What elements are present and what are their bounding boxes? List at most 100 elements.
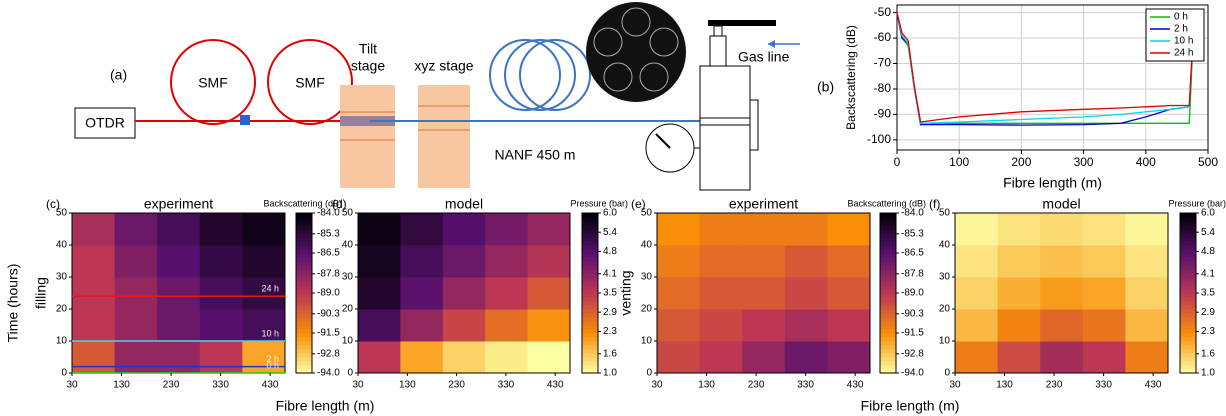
colorbar-step	[880, 269, 896, 274]
colorbar-tick-label: 1.0	[1201, 368, 1215, 379]
colorbar-tick-label: -89.0	[317, 288, 340, 299]
colorbar-step	[1180, 213, 1196, 218]
panel-label: (e)	[631, 197, 646, 211]
colorbar-step	[296, 225, 312, 230]
colorbar-step	[1180, 329, 1196, 334]
y-tick-label: 40	[641, 240, 653, 251]
colorbar-step	[1180, 257, 1196, 262]
colorbar-step	[582, 365, 598, 370]
legend-label: 24 h	[1174, 48, 1193, 59]
colorbar-tick-label: -86.5	[317, 248, 340, 259]
colorbar-step	[1180, 237, 1196, 242]
tilt-stage-label: Tilt	[359, 41, 377, 57]
colorbar-step	[1180, 261, 1196, 266]
colorbar-step	[296, 257, 312, 262]
panel-label: (d)	[332, 197, 347, 211]
heatmap-cell	[400, 213, 443, 246]
colorbar-step	[582, 337, 598, 342]
colorbar-step	[582, 261, 598, 266]
heatmap-cell	[998, 213, 1041, 246]
colorbar-step	[880, 353, 896, 358]
heatmap-cell	[657, 213, 700, 246]
heatmap-cell	[443, 341, 486, 374]
heatmap-cell	[242, 341, 285, 374]
colorbar-step	[582, 277, 598, 282]
heatmap-cell	[742, 309, 785, 342]
heatmap-cell	[827, 213, 870, 246]
colorbar-step	[582, 305, 598, 310]
gas-tube	[710, 36, 726, 66]
colorbar-tick-label: 4.8	[603, 246, 617, 257]
heatmap-cell	[157, 245, 200, 278]
colorbar-tick-label: 3.5	[1201, 288, 1215, 299]
colorbar-step	[582, 233, 598, 238]
colorbar-step	[1180, 357, 1196, 362]
colorbar-tick-label: -91.5	[901, 328, 924, 339]
colorbar-step	[880, 289, 896, 294]
annotation-label: 24 h	[261, 284, 279, 294]
colorbar-step	[880, 217, 896, 222]
colorbar-tick-label: -86.5	[901, 248, 924, 259]
heatmap-cell	[1083, 213, 1126, 246]
heatmap-cell	[657, 309, 700, 342]
heatmap-cell	[528, 309, 571, 342]
colorbar-tick-label: 4.1	[603, 268, 617, 279]
heatmap-cell	[700, 245, 743, 278]
colorbar-step	[296, 305, 312, 310]
colorbar-step	[880, 237, 896, 242]
colorbar-tick-label: -94.0	[317, 368, 340, 379]
gas-line-label: Gas line	[738, 49, 790, 65]
panel-label: (b)	[817, 79, 834, 95]
colorbar-tick-label: -84.0	[901, 208, 924, 219]
gas-line-pipe	[708, 20, 776, 26]
colorbar-step	[582, 257, 598, 262]
y-tick-label: -50	[874, 5, 892, 19]
heatmap-cell	[115, 309, 158, 342]
heatmap-cell	[157, 309, 200, 342]
heatmap-cell	[358, 277, 401, 310]
heatmap-cell	[485, 245, 528, 278]
x-tick-label: 130	[399, 380, 416, 391]
colorbar-step	[296, 273, 312, 278]
colorbar-step	[880, 253, 896, 258]
heatmap-cell	[1083, 309, 1126, 342]
colorbar-step	[880, 225, 896, 230]
heatmap-cell	[358, 341, 401, 374]
heatmap-cell	[785, 309, 828, 342]
colorbar-step	[582, 237, 598, 242]
colorbar-step	[582, 353, 598, 358]
heatmap-cell	[115, 277, 158, 310]
tilt-stage	[340, 85, 395, 188]
colorbar-step	[880, 213, 896, 218]
heatmap-cell	[742, 277, 785, 310]
heatmap-cell	[157, 277, 200, 310]
heatmap-cell	[657, 341, 700, 374]
colorbar-tick-label: 1.0	[603, 368, 617, 379]
panel-label: (c)	[46, 197, 60, 211]
y-tick-label: 10	[342, 336, 354, 347]
colorbar-tick-label: 6.0	[1201, 208, 1215, 219]
colorbar-step	[296, 261, 312, 266]
heatmap-cell	[700, 309, 743, 342]
heatmap-cell	[785, 277, 828, 310]
colorbar-tick-label: -91.5	[317, 328, 340, 339]
colorbar-step	[1180, 321, 1196, 326]
y-tick-label: -70	[874, 56, 892, 70]
colorbar-step	[880, 309, 896, 314]
y-tick-label: 0	[347, 368, 353, 379]
colorbar-step	[296, 229, 312, 234]
panel-label: (a)	[110, 67, 127, 83]
heatmap-cell	[827, 341, 870, 374]
colorbar-step	[296, 361, 312, 366]
heatmap-cell	[528, 341, 571, 374]
heatmap-cell	[115, 245, 158, 278]
colorbar-step	[296, 349, 312, 354]
x-tick-label: 230	[1046, 380, 1063, 391]
heatmap-cell	[657, 245, 700, 278]
colorbar-step	[296, 317, 312, 322]
colorbar-step	[880, 277, 896, 282]
colorbar-step	[296, 341, 312, 346]
window	[750, 100, 758, 150]
legend-label: 0 h	[1174, 12, 1188, 23]
side-label: filling	[33, 277, 49, 309]
